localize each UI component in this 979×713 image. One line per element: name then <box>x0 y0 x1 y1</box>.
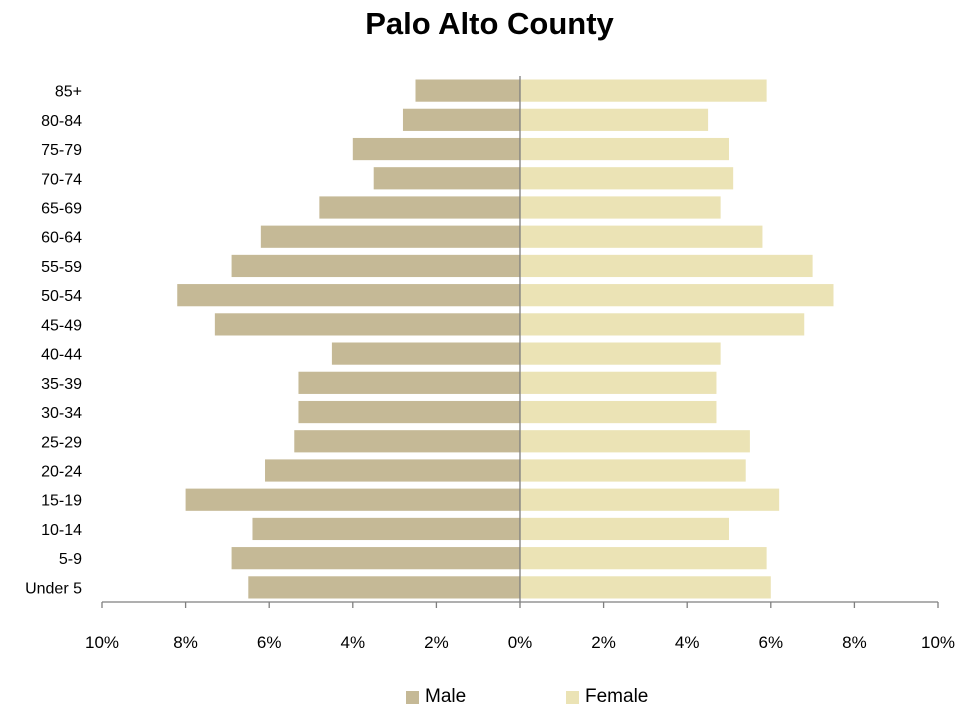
category-label: 85+ <box>55 84 82 101</box>
x-tick-label: 8% <box>173 633 198 652</box>
bar-male-75-79 <box>352 137 520 161</box>
category-label: 55-59 <box>41 259 82 276</box>
category-label: 15-19 <box>41 493 82 510</box>
category-label: 50-54 <box>41 288 82 305</box>
chart-title: Palo Alto County <box>365 6 614 41</box>
category-label: 30-34 <box>41 405 82 422</box>
bar-female-60-64 <box>520 225 763 248</box>
legend: Male Female <box>0 686 979 712</box>
bar-female-20-24 <box>520 459 746 482</box>
bar-female-25-29 <box>520 430 750 453</box>
x-tick-label: 4% <box>341 633 366 652</box>
category-label: 5-9 <box>59 551 82 568</box>
x-tick-label: 4% <box>675 633 700 652</box>
bar-male-85+ <box>415 79 520 102</box>
category-label: Under 5 <box>25 580 82 597</box>
category-labels-group: 85+ 80-84 75-79 70-74 65-69 60-64 55-59 50-54 45… <box>25 84 82 598</box>
legend-item-female: Female <box>566 686 648 708</box>
bar-female-35-39 <box>520 371 717 394</box>
category-label: 65-69 <box>41 201 82 218</box>
x-tick-label: 8% <box>842 633 867 652</box>
x-tick-label: 2% <box>591 633 616 652</box>
legend-label-female: Female <box>585 686 649 707</box>
bar-female-30-34 <box>520 400 717 424</box>
bar-female-15-19 <box>520 488 780 511</box>
category-label: 45-49 <box>41 317 82 334</box>
bar-male-40-44 <box>331 342 520 365</box>
category-label: 35-39 <box>41 376 82 393</box>
category-label: 60-64 <box>41 230 82 247</box>
bar-female-85+ <box>520 79 767 102</box>
category-label: 20-24 <box>41 464 82 481</box>
category-label: 40-44 <box>41 347 82 364</box>
bars-group <box>177 79 834 599</box>
bar-female-70-74 <box>520 167 734 190</box>
legend-swatch-female <box>566 690 579 704</box>
bar-male-35-39 <box>298 371 520 394</box>
x-tick-label: 6% <box>759 633 784 652</box>
bar-male-60-64 <box>260 225 520 248</box>
legend-label-male: Male <box>425 686 467 707</box>
bar-female-80-84 <box>520 108 709 131</box>
bar-female-10-14 <box>520 517 729 541</box>
bar-female-under-5 <box>520 576 771 599</box>
bar-male-65-69 <box>319 196 520 219</box>
bar-female-55-59 <box>520 254 813 278</box>
bar-female-50-54 <box>520 284 834 307</box>
legend-item-male: Male <box>406 686 466 708</box>
bar-male-5-9 <box>231 547 520 570</box>
x-tick-label: 2% <box>424 633 449 652</box>
bar-male-under-5 <box>248 576 521 599</box>
category-label: 10-14 <box>41 522 82 539</box>
bar-female-5-9 <box>520 547 767 570</box>
bar-male-70-74 <box>373 167 520 190</box>
category-label: 80-84 <box>41 113 82 130</box>
bar-male-50-54 <box>177 284 521 307</box>
bar-male-55-59 <box>231 254 520 278</box>
bar-female-40-44 <box>520 342 721 365</box>
bar-male-10-14 <box>252 517 521 541</box>
category-label: 75-79 <box>41 142 82 159</box>
bar-male-30-34 <box>298 400 520 424</box>
bar-female-45-49 <box>520 313 805 336</box>
x-tick-label: 10% <box>85 633 119 652</box>
x-tick-label: 10% <box>921 633 955 652</box>
x-tick-label: 0% <box>508 633 533 652</box>
category-label: 25-29 <box>41 434 82 451</box>
legend-swatch-male <box>406 690 419 704</box>
bar-female-65-69 <box>520 196 721 219</box>
bar-male-20-24 <box>265 459 520 482</box>
bar-female-75-79 <box>520 137 729 161</box>
bar-male-25-29 <box>294 430 520 453</box>
x-tick-label: 6% <box>257 633 282 652</box>
x-axis: 10% 8% 6% 4% 2% 0% 2% 4% 6% 8% 10% <box>85 601 955 652</box>
bar-male-15-19 <box>185 488 520 511</box>
category-label: 70-74 <box>41 171 82 188</box>
bar-male-80-84 <box>402 108 520 131</box>
bar-male-45-49 <box>214 313 521 336</box>
